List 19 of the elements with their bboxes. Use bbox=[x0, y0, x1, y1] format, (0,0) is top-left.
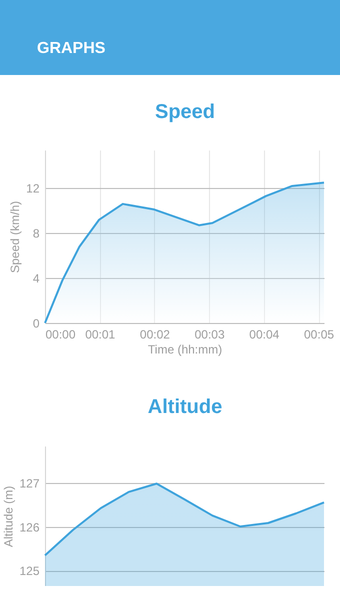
y-axis-title: Speed (km/h) bbox=[8, 200, 22, 274]
y-tick-label: 4 bbox=[32, 272, 40, 286]
chart-title: Altitude bbox=[148, 396, 222, 418]
y-tick-label: 12 bbox=[26, 182, 40, 196]
y-tick-label: 8 bbox=[32, 226, 40, 241]
y-tick-label: 125 bbox=[19, 564, 40, 578]
x-tick-label: 00:04 bbox=[249, 328, 280, 342]
x-tick-label: 00:02 bbox=[140, 328, 170, 342]
x-axis-title: Time (hh:mm) bbox=[148, 342, 222, 356]
x-tick-label: 00:03 bbox=[194, 328, 225, 342]
chart-title: Speed bbox=[154, 101, 216, 123]
y-axis-title: Altitude (m) bbox=[1, 486, 16, 548]
y-tick-label: 127 bbox=[19, 476, 40, 491]
x-tick-label: 00:00 bbox=[46, 328, 76, 342]
x-tick-label: 00:01 bbox=[85, 328, 116, 342]
x-tick-label: 00:05 bbox=[304, 328, 334, 342]
text: GRAPHS bbox=[37, 40, 106, 57]
y-tick-label: 126 bbox=[19, 520, 40, 534]
y-tick-label: 0 bbox=[32, 316, 40, 330]
